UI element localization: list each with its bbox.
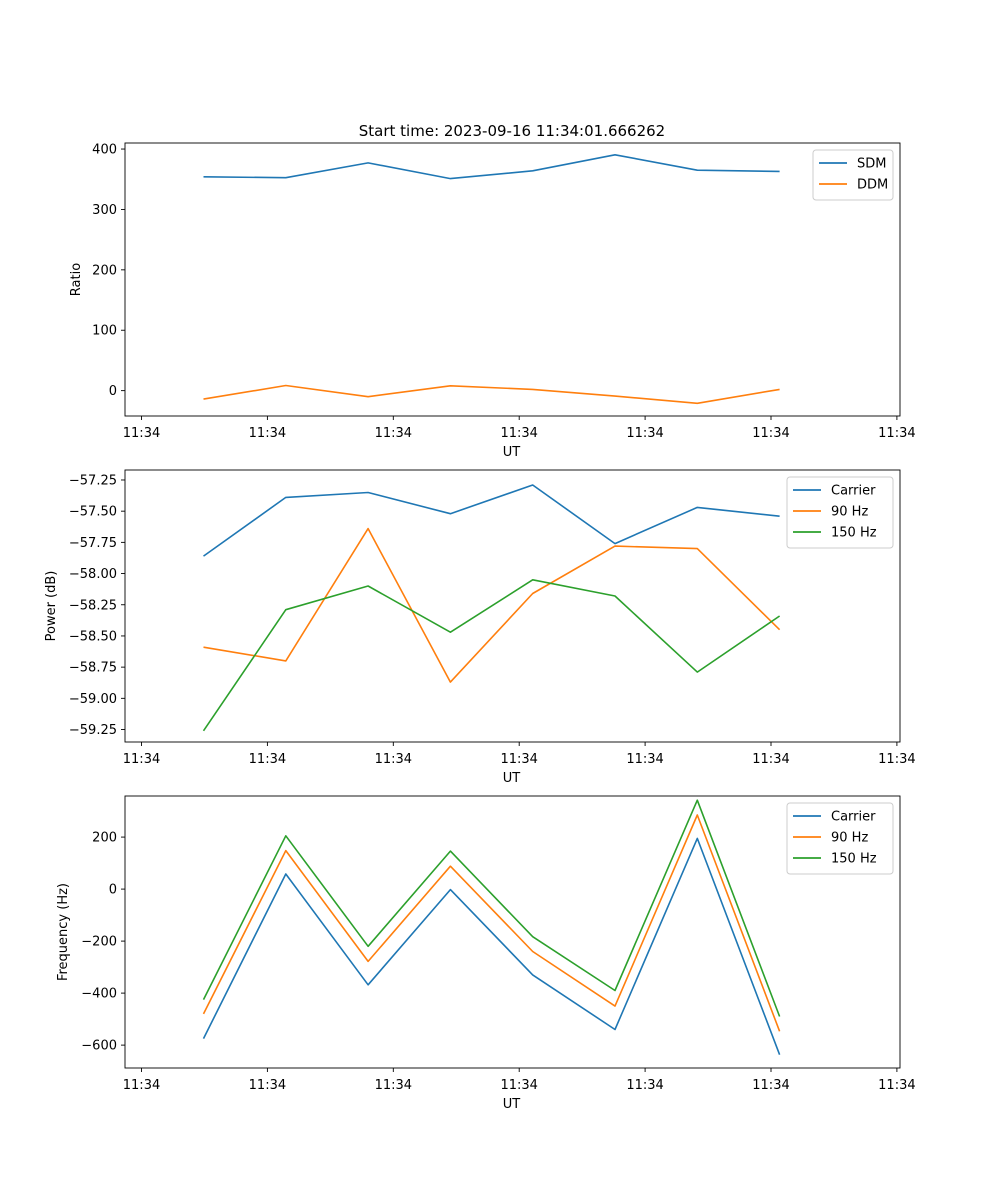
series-line-ddm bbox=[203, 384, 780, 405]
y-axis-label: Power (dB) bbox=[44, 571, 59, 642]
y-tick-label: −59.25 bbox=[69, 723, 117, 738]
figure-title: Start time: 2023-09-16 11:34:01.666262 bbox=[359, 122, 665, 140]
axes-frame bbox=[124, 142, 901, 417]
series-line-150-hz bbox=[202, 578, 781, 732]
y-tick-label: −57.50 bbox=[69, 505, 117, 520]
x-tick-label: 11:34 bbox=[752, 426, 789, 441]
series-line-90-hz bbox=[203, 527, 781, 683]
y-tick-label: −57.75 bbox=[69, 536, 117, 551]
x-tick-label: 11:34 bbox=[878, 426, 915, 441]
x-tick-label: 11:34 bbox=[500, 752, 537, 767]
legend-label: Carrier bbox=[831, 484, 876, 499]
series-line-150-hz bbox=[202, 799, 781, 1017]
y-tick-label: −400 bbox=[81, 987, 117, 1002]
y-axis-label: Frequency (Hz) bbox=[56, 883, 71, 981]
y-tick-label: 100 bbox=[92, 324, 117, 339]
x-axis-label: UT bbox=[503, 445, 521, 460]
x-axis-label: UT bbox=[503, 1097, 521, 1112]
series-line-carrier bbox=[202, 837, 781, 1055]
series-line-90-hz bbox=[202, 814, 781, 1032]
y-tick-label: −200 bbox=[81, 935, 117, 950]
x-tick-label: 11:34 bbox=[752, 1078, 789, 1093]
x-tick-label: 11:34 bbox=[375, 426, 412, 441]
legend-label: SDM bbox=[857, 157, 886, 172]
x-tick-label: 11:34 bbox=[123, 426, 160, 441]
x-tick-label: 11:34 bbox=[878, 752, 915, 767]
x-tick-label: 11:34 bbox=[752, 752, 789, 767]
legend-label: DDM bbox=[857, 178, 888, 193]
ratio-chart: 0 100 200 300 400 11:34 11:34 11:34 11:34 11:34 11… bbox=[69, 142, 916, 460]
x-tick-label: 11:34 bbox=[249, 426, 286, 441]
y-tick-label: 400 bbox=[92, 143, 117, 158]
x-tick-label: 11:34 bbox=[626, 426, 663, 441]
x-tick-label: 11:34 bbox=[123, 752, 160, 767]
series-line-sdm bbox=[203, 154, 780, 180]
y-tick-label: 0 bbox=[109, 384, 117, 399]
legend-box bbox=[786, 802, 894, 875]
x-tick-label: 11:34 bbox=[878, 1078, 915, 1093]
y-tick-label: −58.50 bbox=[69, 629, 117, 644]
frequency-chart: −600 −400 −200 0 200 11:34 11:34 11:34 11:34 11:3… bbox=[56, 795, 916, 1112]
axes-frame bbox=[124, 469, 901, 743]
y-tick-label: −58.75 bbox=[69, 661, 117, 676]
axes-frame bbox=[124, 795, 901, 1069]
x-tick-label: 11:34 bbox=[249, 752, 286, 767]
legend-label: 150 Hz bbox=[831, 526, 877, 541]
y-tick-label: 200 bbox=[92, 831, 117, 846]
y-tick-label: 300 bbox=[92, 203, 117, 218]
y-tick-label: 0 bbox=[109, 883, 117, 898]
legend: Carrier 90 Hz 150 Hz bbox=[786, 802, 894, 875]
y-tick-label: −58.25 bbox=[69, 598, 117, 613]
legend-label: 150 Hz bbox=[831, 852, 877, 867]
y-tick-label: −57.25 bbox=[69, 473, 117, 488]
x-tick-label: 11:34 bbox=[500, 426, 537, 441]
legend: Carrier 90 Hz 150 Hz bbox=[786, 476, 894, 549]
x-tick-label: 11:34 bbox=[626, 1078, 663, 1093]
legend-box bbox=[786, 476, 894, 549]
y-tick-label: −58.00 bbox=[69, 567, 117, 582]
legend-label: Carrier bbox=[831, 810, 876, 825]
legend: SDM DDM bbox=[812, 149, 894, 201]
x-tick-label: 11:34 bbox=[375, 752, 412, 767]
x-tick-label: 11:34 bbox=[500, 1078, 537, 1093]
power-chart: −59.25 −59.00 −58.75 −58.50 −58.25 −58.00 −57.… bbox=[44, 469, 916, 786]
y-tick-label: −600 bbox=[81, 1039, 117, 1054]
y-tick-label: 200 bbox=[92, 263, 117, 278]
y-tick-label: −59.00 bbox=[69, 692, 117, 707]
legend-label: 90 Hz bbox=[831, 505, 868, 520]
x-tick-label: 11:34 bbox=[123, 1078, 160, 1093]
x-axis-label: UT bbox=[503, 771, 521, 786]
x-tick-label: 11:34 bbox=[249, 1078, 286, 1093]
x-tick-label: 11:34 bbox=[375, 1078, 412, 1093]
y-axis-label: Ratio bbox=[69, 263, 84, 296]
x-tick-label: 11:34 bbox=[626, 752, 663, 767]
series-line-carrier bbox=[203, 484, 780, 557]
legend-label: 90 Hz bbox=[831, 831, 868, 846]
